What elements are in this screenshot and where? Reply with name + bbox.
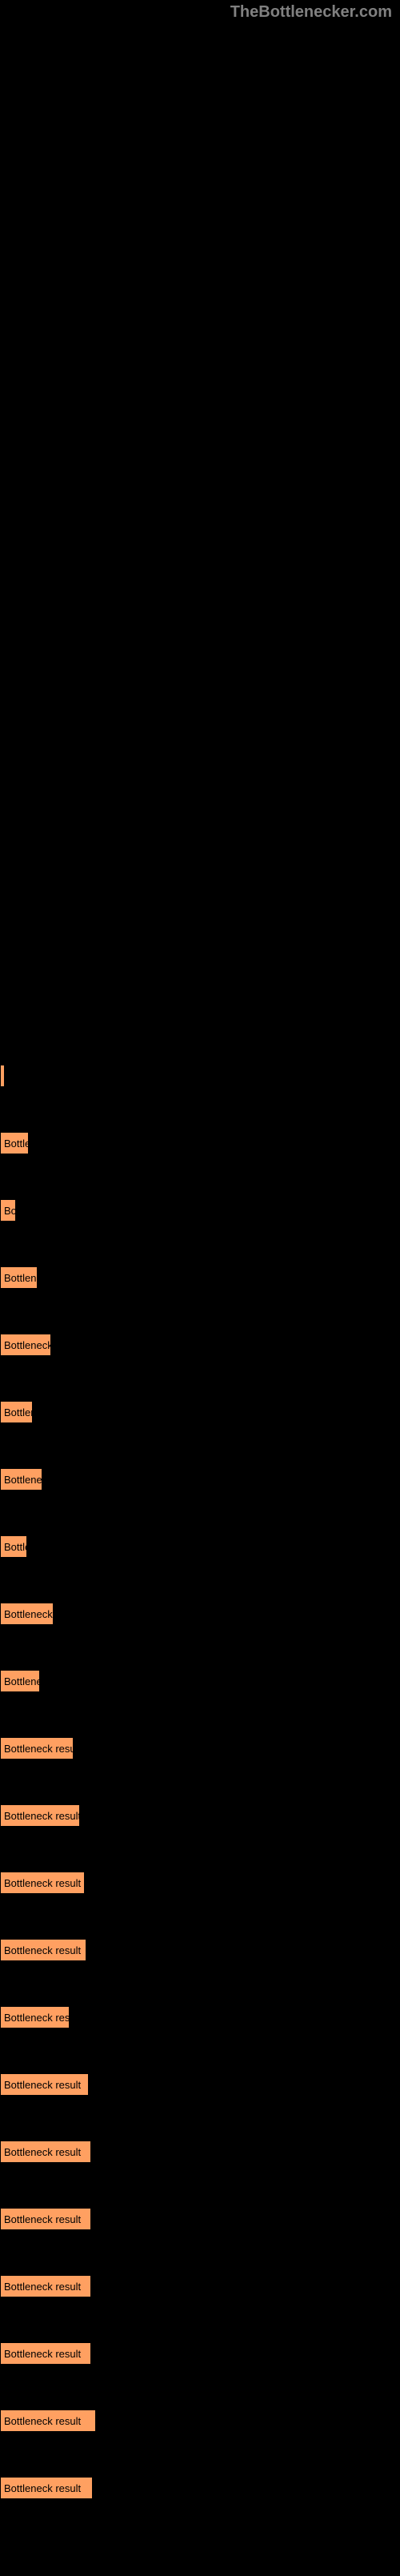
bar-9: Bottlene [0, 1670, 40, 1692]
bar-row: Bottleneck result [0, 2477, 400, 2499]
bar-row: Bottleneck result [0, 2141, 400, 2163]
bar-0 [0, 1065, 5, 1087]
bar-17: Bottleneck result [0, 2208, 91, 2230]
bar-row: Bottlene [0, 1266, 400, 1289]
bar-8: Bottleneck [0, 1603, 54, 1625]
bar-chart: Bottle Bo Bottlene Bottleneck Bottlen Bo… [0, 0, 400, 2576]
bar-13: Bottleneck result [0, 1939, 86, 1961]
bar-16: Bottleneck result [0, 2141, 91, 2163]
bar-row [0, 1065, 400, 1087]
bar-15: Bottleneck result [0, 2073, 89, 2096]
bar-6: Bottlenec [0, 1468, 42, 1491]
bar-4: Bottleneck [0, 1334, 51, 1356]
bar-14: Bottleneck res [0, 2006, 70, 2028]
bar-12: Bottleneck result [0, 1872, 85, 1894]
bar-row: Bottleneck res [0, 2006, 400, 2028]
bar-row: Bo [0, 1199, 400, 1222]
bar-row: Bottleneck result [0, 2409, 400, 2432]
bar-19: Bottleneck result [0, 2342, 91, 2365]
bar-10: Bottleneck resu [0, 1737, 74, 1759]
bar-row: Bottlene [0, 1670, 400, 1692]
bar-row: Bottleneck resu [0, 1737, 400, 1759]
bar-row: Bottleneck result [0, 1804, 400, 1827]
bar-row: Bottleneck [0, 1334, 400, 1356]
bar-20: Bottleneck result [0, 2409, 96, 2432]
bar-row: Bottleneck result [0, 2208, 400, 2230]
bar-7: Bottle [0, 1535, 27, 1558]
bar-row: Bottlen [0, 1401, 400, 1423]
bar-1: Bottle [0, 1132, 29, 1154]
bar-row: Bottlenec [0, 1468, 400, 1491]
bar-row: Bottle [0, 1132, 400, 1154]
bar-21: Bottleneck result [0, 2477, 93, 2499]
bar-row: Bottleneck result [0, 2073, 400, 2096]
bar-3: Bottlene [0, 1266, 38, 1289]
bar-row: Bottleneck result [0, 2342, 400, 2365]
bar-row: Bottleneck result [0, 1872, 400, 1894]
bar-5: Bottlen [0, 1401, 33, 1423]
bar-row: Bottleneck result [0, 1939, 400, 1961]
bar-row: Bottle [0, 1535, 400, 1558]
bar-18: Bottleneck result [0, 2275, 91, 2297]
bar-row: Bottleneck result [0, 2275, 400, 2297]
bar-row: Bottleneck [0, 1603, 400, 1625]
bar-11: Bottleneck result [0, 1804, 80, 1827]
bar-2: Bo [0, 1199, 16, 1222]
